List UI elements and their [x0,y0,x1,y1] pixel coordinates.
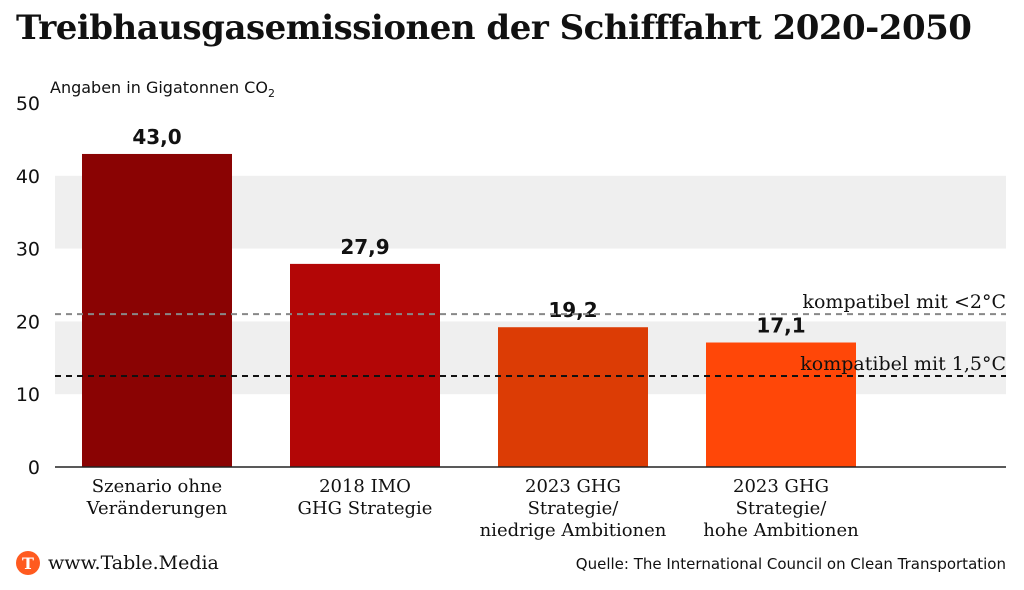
x-category-label-line: GHG Strategie [298,498,433,519]
reference-line-label: kompatibel mit <2°C [802,291,1006,313]
x-category-label-line: Szenario ohne [92,476,222,497]
y-tick-label: 40 [16,166,40,188]
reference-line-label: kompatibel mit 1,5°C [800,353,1006,375]
table-media-logo-icon: T [16,551,40,575]
bar [82,153,232,467]
x-category-label: 2023 GHG Strategie/hohe Ambitionen [703,476,859,541]
x-category-label-line: niedrige Ambitionen [480,520,667,541]
x-category-label-line: hohe Ambitionen [703,520,859,541]
y-tick-label: 20 [16,311,40,333]
bar-value-label: 19,2 [548,298,597,322]
y-tick-label: 0 [28,457,40,479]
bar-value-label: 43,0 [132,125,181,149]
bar [498,327,648,467]
y-axis-label: Angaben in Gigatonnen CO2 [50,78,275,100]
source-note: Quelle: The International Council on Cle… [575,555,1006,573]
x-category-label: Szenario ohne Veränderungen [86,476,228,519]
x-category-label: 2018 IMO GHG Strategie [298,476,433,519]
chart-title: Treibhausgasemissionen der Schifffahrt 2… [16,8,972,48]
brand-url[interactable]: www.Table.Media [48,552,219,574]
x-category-label-line: 2023 GHG [733,476,829,497]
x-category-label: 2023 GHG Strategie/niedrige Ambitionen [480,476,667,541]
y-tick-label: 50 [16,93,40,115]
brand[interactable]: T www.Table.Media [16,551,219,575]
x-category-label-line: Strategie/ [736,498,828,519]
x-category-label-line: 2023 GHG [525,476,621,497]
bar-value-label: 27,9 [340,235,389,259]
bar-value-label: 17,1 [756,314,805,338]
bar [706,342,856,467]
y-tick-label: 30 [16,239,40,261]
y-tick-label: 10 [16,384,40,406]
x-category-label-line: Veränderungen [86,498,228,519]
y-axis-label-subscript: 2 [268,87,275,100]
x-category-label-line: 2018 IMO [319,476,411,497]
bar [290,263,440,467]
x-category-label-line: Strategie/ [528,498,620,519]
